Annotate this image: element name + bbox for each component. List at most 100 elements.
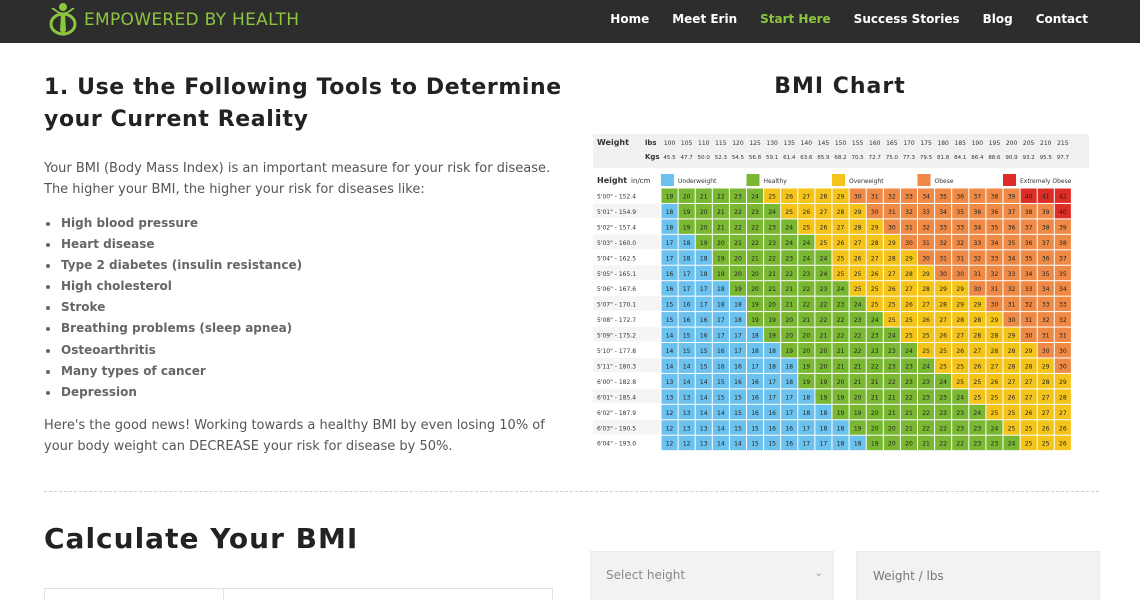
bmi-cell-value: 14 <box>666 348 674 355</box>
bmi-cell <box>1054 188 1071 203</box>
bmi-cell <box>1054 265 1071 281</box>
bmi-cell-value: 20 <box>820 348 828 355</box>
bmi-cell-value: 27 <box>837 224 845 231</box>
bmi-cell <box>678 234 695 250</box>
bmi-cell <box>866 389 883 404</box>
bmi-cell <box>661 234 678 250</box>
bmi-cell <box>969 343 986 358</box>
bmi-cell <box>849 203 866 219</box>
bmi-cell <box>883 373 900 389</box>
bmi-cell <box>849 358 866 373</box>
nav-blog[interactable]: Blog <box>982 12 1013 26</box>
weight-tick-lbs: 135 <box>784 140 796 147</box>
bmi-cell <box>815 234 832 250</box>
bmi-cell-value: 25 <box>888 302 896 309</box>
bmi-cell-value: 25 <box>820 240 828 247</box>
bmi-cell-value: 25 <box>854 271 862 278</box>
bmi-cell <box>695 420 712 435</box>
nav-home[interactable]: Home <box>610 12 650 26</box>
legend-swatch <box>917 174 931 186</box>
height-row-band <box>593 218 660 234</box>
bmi-cell <box>918 373 935 389</box>
bmi-cell-value: 16 <box>683 302 691 309</box>
bmi-cell <box>832 312 849 327</box>
bmi-cell <box>1003 389 1020 404</box>
bmi-cell-value: 26 <box>1042 425 1050 432</box>
bmi-cell <box>1020 296 1037 312</box>
nav-meet-erin[interactable]: Meet Erin <box>672 12 738 26</box>
bmi-cell-value: 25 <box>939 363 947 370</box>
bmi-cell-value: 29 <box>991 317 999 324</box>
bmi-cell <box>1003 358 1020 373</box>
bmi-cell <box>815 404 832 420</box>
bmi-cell <box>747 203 764 219</box>
height-select[interactable]: Select height ⌄ <box>590 551 834 600</box>
bmi-cell <box>832 188 849 203</box>
bmi-cell-value: 39 <box>1008 194 1016 201</box>
bmi-cell <box>952 219 969 234</box>
bmi-cell-value: 29 <box>922 271 930 278</box>
weight-tick-lbs: 190 <box>972 140 984 147</box>
bmi-cell-value: 20 <box>820 363 828 370</box>
bmi-cell <box>798 296 815 312</box>
bmi-cell <box>815 327 832 342</box>
bmi-cell <box>798 281 815 296</box>
bmi-cell-value: 20 <box>803 333 811 340</box>
bmi-cell <box>764 312 781 327</box>
bmi-cell <box>1054 312 1071 327</box>
bmi-cell-value: 31 <box>1025 317 1033 324</box>
bmi-cell-value: 23 <box>922 379 930 386</box>
bmi-cell <box>832 343 849 358</box>
bmi-cell <box>712 281 729 296</box>
weight-input[interactable] <box>856 551 1100 600</box>
bmi-cell-value: 18 <box>768 363 776 370</box>
bmi-cell-value: 25 <box>974 379 982 386</box>
bmi-cell-value: 23 <box>768 240 776 247</box>
bmi-cell-value: 18 <box>683 240 691 247</box>
bmi-cell <box>1054 343 1071 358</box>
nav-success-stories[interactable]: Success Stories <box>853 12 960 26</box>
weight-tick-lbs: 180 <box>937 140 949 147</box>
bmi-cell <box>969 250 986 265</box>
bmi-cell-value: 35 <box>1042 271 1050 278</box>
bmi-cell-value: 29 <box>1025 348 1033 355</box>
nav-start-here[interactable]: Start Here <box>760 12 831 26</box>
bmi-cell-value: 28 <box>1042 379 1050 386</box>
bmi-cell-value: 34 <box>1008 255 1016 262</box>
bmi-cell-value: 25 <box>1025 425 1033 432</box>
height-tick: 6'01" - 185.4 <box>597 394 636 401</box>
bmi-cell <box>832 404 849 420</box>
weight-tick-lbs: 105 <box>681 140 693 147</box>
bmi-cell <box>1037 281 1054 296</box>
bmi-cell <box>798 234 815 250</box>
bmi-cell-value: 17 <box>700 286 708 293</box>
bmi-cell <box>695 188 712 203</box>
bmi-cell <box>747 389 764 404</box>
height-tick: 5'09" - 175.2 <box>597 333 636 340</box>
bmi-cell-value: 17 <box>768 379 776 386</box>
site-logo[interactable]: EMPOWERED BY HEALTH <box>46 0 299 38</box>
bmi-cell <box>1003 435 1020 451</box>
bmi-cell-value: 21 <box>871 394 879 401</box>
bmi-cell <box>1003 296 1020 312</box>
height-row-band <box>593 280 660 296</box>
bmi-cell <box>952 389 969 404</box>
weight-tick-kgs: 79.5 <box>920 155 933 161</box>
height-row-band <box>593 249 660 265</box>
bmi-cell-value: 15 <box>666 317 674 324</box>
bmi-cell <box>798 373 815 389</box>
bmi-cell <box>900 312 917 327</box>
bmi-cell-value: 14 <box>717 410 725 417</box>
nav-contact[interactable]: Contact <box>1035 12 1088 26</box>
bmi-cell-value: 15 <box>717 379 725 386</box>
bmi-cell <box>866 373 883 389</box>
bmi-cell <box>781 312 798 327</box>
legend-swatch <box>832 174 845 186</box>
bmi-cell <box>969 404 986 420</box>
bmi-cell-value: 18 <box>837 441 845 448</box>
weight-label: Weight <box>597 138 629 147</box>
bmi-cell-value: 16 <box>717 363 725 370</box>
bmi-cell <box>866 219 883 234</box>
bmi-cell-value: 26 <box>803 209 811 216</box>
bmi-cell <box>1003 234 1020 250</box>
